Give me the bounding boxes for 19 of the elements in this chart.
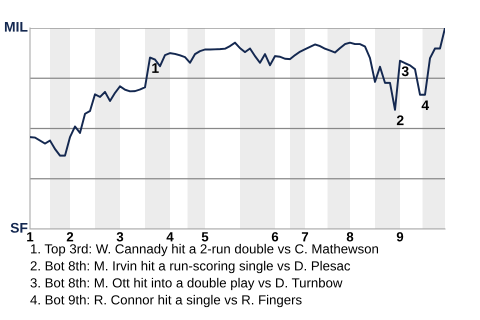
text: 4. Bot 9th: R. Connor hit a single vs R. Fingers bbox=[30, 294, 302, 308]
annotation: 4 bbox=[422, 100, 430, 110]
x-tick-label: 7 bbox=[302, 232, 308, 242]
x-tick-label: 6 bbox=[272, 232, 278, 242]
text: 3. Bot 8th: M. Ott hit into a double play vs D. Turnbow bbox=[30, 278, 342, 290]
x-tick-label: 2 bbox=[66, 232, 74, 242]
text: SF bbox=[10, 222, 28, 233]
x-tick-label: 3 bbox=[116, 232, 124, 242]
x-tick-label: 4 bbox=[166, 232, 174, 242]
x-tick-label: 5 bbox=[202, 232, 208, 242]
x-tick-label: 1 bbox=[27, 232, 34, 242]
text: 1. Top 3rd: W. Cannady hit a 2-run double vs C. Mathewson bbox=[31, 244, 378, 256]
text: 2. Bot 8th: M. Irvin hit a run-scoring single vs D. Plesac bbox=[30, 260, 350, 274]
x-tick-label: 8 bbox=[346, 232, 354, 242]
annotation: 3 bbox=[402, 66, 409, 76]
annotation: 1 bbox=[152, 63, 159, 73]
x-tick-label: 9 bbox=[396, 232, 404, 242]
annotation: 2 bbox=[396, 115, 404, 126]
text: MIL bbox=[4, 22, 28, 32]
